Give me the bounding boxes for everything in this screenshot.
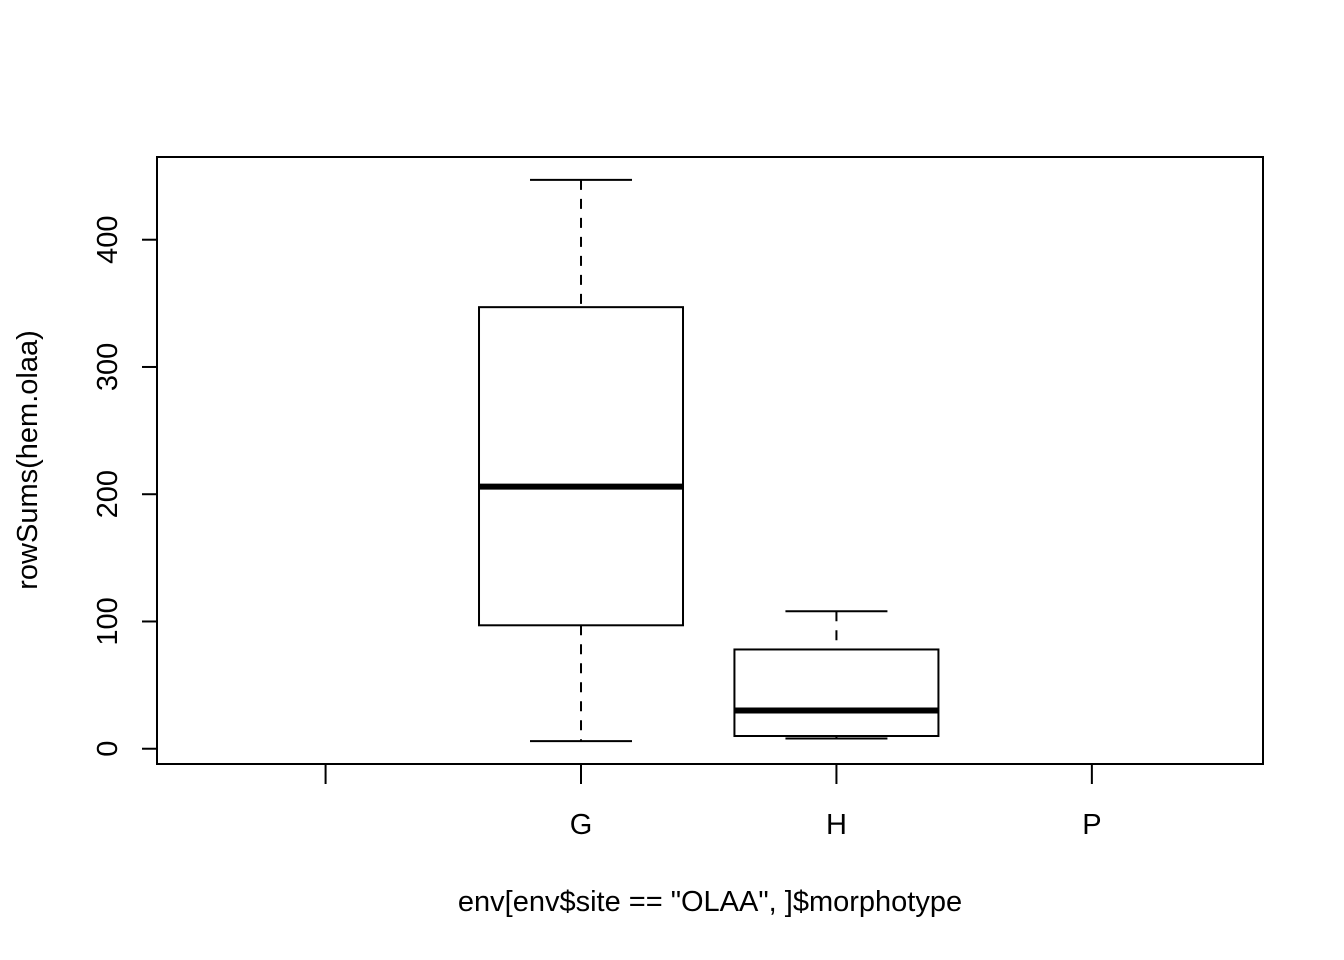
y-tick-label: 400 — [92, 216, 124, 264]
x-tick-label: P — [1082, 809, 1101, 841]
box-H — [733, 610, 940, 740]
x-tick-label: H — [826, 809, 847, 841]
x-axis-label: env[env$site == "OLAA", ]$morphotype — [458, 886, 962, 918]
y-tick-label: 300 — [92, 343, 124, 391]
y-axis: 0 100 200 300 400 — [92, 216, 157, 757]
x-tick-label: G — [570, 809, 593, 841]
plot-frame — [156, 156, 1264, 765]
y-axis-label: rowSums(hem.olaa) — [12, 330, 44, 589]
y-tick-label: 100 — [92, 597, 124, 645]
interquartile-box — [733, 648, 940, 738]
box-G — [478, 178, 685, 743]
y-tick-label: 200 — [92, 470, 124, 518]
y-tick-label: 0 — [92, 741, 124, 757]
box-group — [478, 178, 940, 743]
interquartile-box — [478, 306, 685, 627]
